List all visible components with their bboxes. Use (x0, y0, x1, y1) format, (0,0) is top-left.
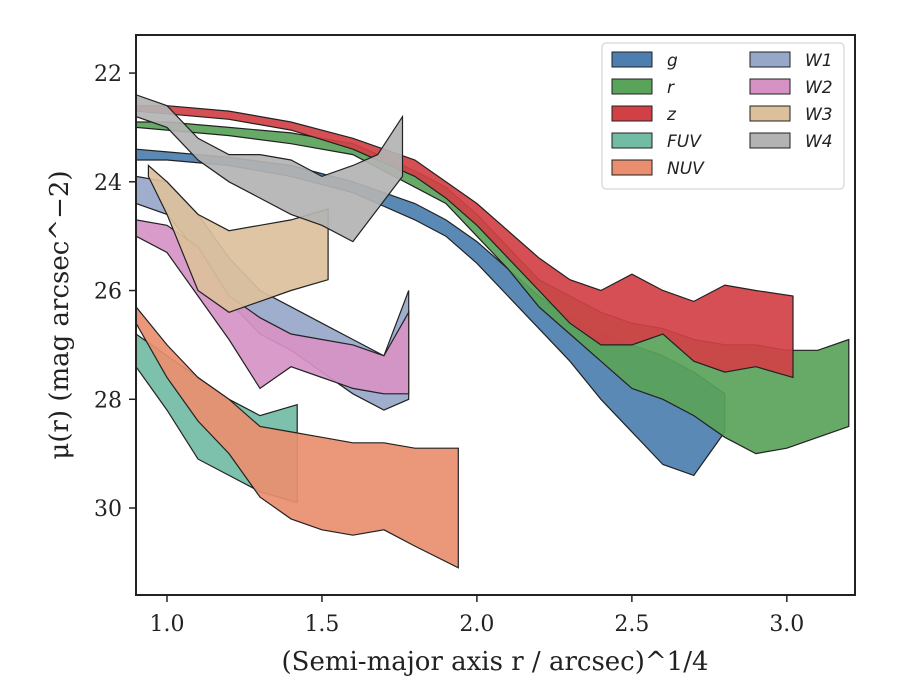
series-band-w3 (147, 164, 329, 313)
legend-swatch-w4 (749, 132, 791, 149)
legend-label-nuv: NUV (667, 159, 705, 179)
series-band-w4 (136, 94, 404, 243)
y-tick-label: 24 (94, 171, 122, 196)
x-tick-label: 2.0 (459, 612, 494, 637)
legend-swatch-fuv (611, 132, 653, 149)
legend-swatch-z (611, 105, 653, 122)
x-axis-title: (Semi-major axis r / arcsec)^1/4 (281, 647, 708, 677)
y-tick-label: 22 (94, 62, 122, 87)
legend-swatch-g (611, 51, 653, 68)
y-axis-title: μ(r) (mag arcsec^−2) (45, 170, 75, 459)
legend-swatch-w3 (749, 105, 791, 122)
legend-label-z: z (666, 105, 677, 125)
legend-swatch-w1 (749, 51, 791, 68)
legend-label-w1: W1 (805, 51, 833, 71)
x-ticks: 1.0 1.5 2.0 2.5 3.0 (149, 595, 804, 637)
legend-label-fuv: FUV (667, 132, 702, 152)
y-ticks: 22 24 26 28 30 (94, 62, 136, 522)
x-tick-label: 1.5 (304, 612, 339, 637)
x-tick-label: 2.5 (614, 612, 649, 637)
y-tick-label: 30 (94, 497, 122, 522)
series-band-nuv (136, 305, 459, 569)
legend-swatch-w2 (749, 78, 791, 95)
x-tick-label: 1.0 (149, 612, 184, 637)
legend-swatch-nuv (611, 159, 653, 176)
series-areas (136, 94, 850, 569)
series-band-z (136, 105, 794, 379)
y-tick-label: 26 (94, 280, 122, 305)
legend-label-g: g (667, 51, 678, 71)
legend: grz FUV NUV W1 W2 W3 W4 (601, 42, 845, 190)
y-tick-label: 28 (94, 388, 122, 413)
x-tick-label: 3.0 (769, 612, 804, 637)
legend-swatch-r (611, 78, 653, 95)
plot-frame (135, 34, 856, 596)
legend-label-w2: W2 (805, 78, 833, 98)
legend-label-w3: W3 (805, 105, 833, 125)
legend-label-r: r (667, 78, 675, 98)
legend-label-w4: W4 (805, 132, 833, 152)
